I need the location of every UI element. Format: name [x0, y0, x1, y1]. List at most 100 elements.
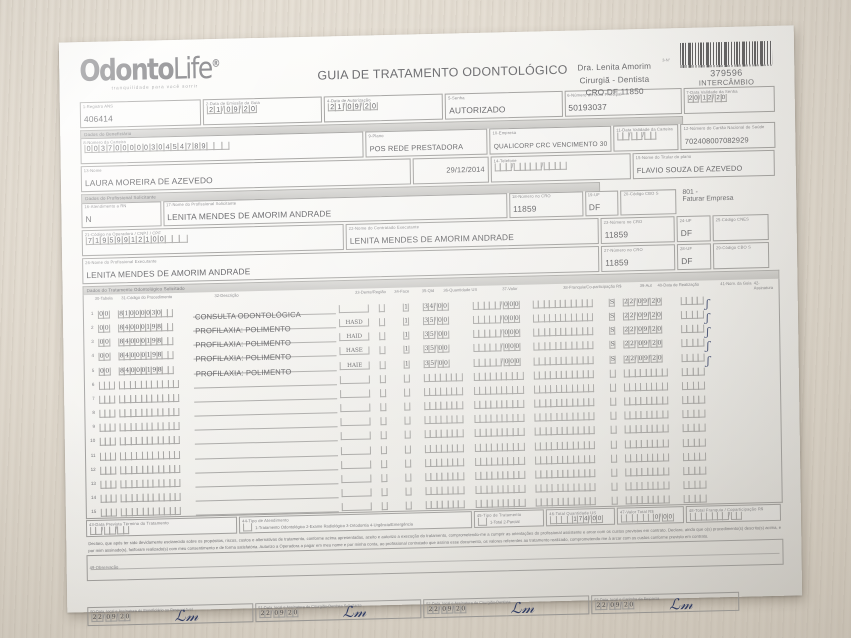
digit-cell[interactable] — [404, 402, 411, 411]
digit-cell[interactable] — [379, 332, 386, 341]
digit-cell[interactable] — [611, 468, 618, 477]
field-telefone[interactable]: 14-Telefone / / — [490, 153, 631, 183]
tipo-tratamento-box[interactable] — [477, 517, 488, 527]
signature-field[interactable]: 51-Data, local e Assinatura do Cirurgião… — [255, 599, 422, 623]
digit-cell[interactable] — [699, 466, 706, 475]
field-registro-ans[interactable]: 1-Registro ANS 406414 — [79, 99, 202, 128]
digit-cell[interactable] — [696, 296, 704, 305]
digit-cell[interactable] — [699, 480, 707, 489]
digit-cell[interactable] — [611, 497, 619, 506]
digit-cell[interactable]: 1 — [403, 359, 411, 369]
digit-cell[interactable] — [122, 526, 130, 535]
digit-cell[interactable] — [588, 426, 596, 435]
digit-cell[interactable] — [404, 416, 411, 425]
digit-cell[interactable] — [179, 234, 188, 244]
digit-cell[interactable] — [110, 466, 117, 475]
digit-cell[interactable] — [517, 414, 525, 423]
field-validade-carteira[interactable]: 11-Data Validade da Carteira / / — [613, 124, 679, 152]
digit-cell[interactable] — [661, 368, 668, 377]
digit-cell[interactable]: 0 — [460, 605, 467, 614]
digit-cell[interactable]: 0 — [103, 310, 110, 319]
digit-cell[interactable] — [697, 310, 704, 319]
dente-regiao[interactable] — [338, 431, 378, 442]
digit-cell[interactable] — [110, 494, 117, 503]
digit-cell[interactable] — [662, 439, 670, 448]
digit-cell[interactable] — [173, 422, 180, 431]
digit-cell[interactable] — [609, 383, 617, 392]
digit-cell[interactable] — [586, 298, 594, 308]
digit-cell[interactable] — [662, 453, 670, 462]
digit-cell[interactable]: S — [609, 326, 616, 335]
digit-cell[interactable] — [662, 410, 669, 419]
digit-cell[interactable]: 0 — [442, 316, 449, 325]
field-plano[interactable]: 9-Plano POS REDE PRESTADORA — [365, 128, 488, 158]
dente-regiao[interactable] — [337, 403, 377, 413]
digit-cell[interactable]: 0 — [292, 609, 299, 618]
digit-cell[interactable] — [174, 507, 182, 516]
digit-cell[interactable] — [405, 473, 412, 482]
field-uf-solicitante[interactable]: 19-UF DF — [584, 190, 619, 217]
field-total-franquia[interactable]: 48-Total Franquia / Coparticipação R$ / — [685, 504, 782, 524]
digit-cell[interactable] — [456, 372, 463, 382]
digit-cell[interactable]: 0 — [655, 297, 663, 306]
digit-cell[interactable] — [166, 337, 174, 346]
digit-cell[interactable] — [379, 374, 387, 383]
digit-cell[interactable] — [173, 436, 181, 445]
digit-cell[interactable] — [588, 398, 595, 407]
digit-cell[interactable]: 0 — [513, 300, 520, 309]
digit-cell[interactable] — [589, 483, 596, 492]
field-codigo-cbo-profissional[interactable]: 29-Código CBO S — [712, 242, 770, 270]
digit-cell[interactable] — [456, 387, 463, 396]
digit-cell[interactable] — [516, 371, 524, 380]
digit-cell[interactable] — [517, 442, 525, 451]
digit-cell[interactable] — [587, 369, 595, 378]
digit-cell[interactable] — [698, 409, 706, 418]
digit-cell[interactable] — [380, 431, 388, 440]
field-valor-total[interactable]: 47-Valor Total R$ 0/0 0 — [616, 506, 685, 525]
field-titular-plano[interactable]: 15-Nome do Titular do plano FLAVIO SOUZA… — [632, 150, 775, 180]
digit-cell[interactable] — [405, 459, 412, 468]
digit-cell[interactable] — [663, 481, 670, 490]
dente-regiao[interactable] — [339, 488, 379, 498]
digit-cell[interactable] — [110, 480, 117, 489]
dente-regiao[interactable] — [337, 417, 377, 428]
field-tipo-tratamento[interactable]: 45-Tipo de Tratamento 1-Total 2-Parcial — [473, 509, 545, 529]
digit-cell[interactable] — [589, 497, 597, 506]
digit-cell[interactable] — [109, 395, 116, 404]
dente-regiao[interactable] — [338, 474, 378, 484]
digit-cell[interactable]: 0 — [514, 357, 521, 366]
digit-cell[interactable] — [588, 440, 596, 449]
digit-cell[interactable]: S — [608, 298, 616, 307]
digit-cell[interactable] — [166, 308, 173, 317]
field-nome-contratado-executante[interactable]: 22-Nome do Contratado Executante LENITA … — [345, 218, 599, 251]
digit-cell[interactable]: 0 — [442, 344, 450, 354]
digit-cell[interactable]: 1 — [403, 331, 410, 340]
digit-cell[interactable]: 0 — [441, 302, 449, 311]
digit-cell[interactable] — [405, 501, 413, 511]
field-empresa[interactable]: 10-Empresa QUALICORP CRC VENCIMENTO 30 — [489, 126, 612, 155]
dente-regiao[interactable] — [336, 304, 376, 314]
field-cartao-nacional-saude[interactable]: 12-Número do Cartão Nacional de Saúde 70… — [680, 122, 776, 151]
field-numero-cro-executante[interactable]: 23-Número no CRO 11859 — [600, 216, 675, 245]
field-numero-cro-profissional[interactable]: 27-Número no CRO 11859 — [600, 244, 676, 272]
digit-cell[interactable] — [403, 374, 411, 383]
digit-cell[interactable]: S — [609, 355, 617, 364]
digit-cell[interactable] — [456, 401, 464, 410]
digit-cell[interactable] — [663, 495, 670, 504]
digit-cell[interactable]: 0 — [513, 329, 521, 338]
digit-cell[interactable]: 0 — [103, 338, 111, 347]
digit-cell[interactable] — [587, 355, 594, 364]
digit-cell[interactable] — [404, 388, 411, 397]
digit-cell[interactable] — [456, 415, 464, 424]
dente-regiao[interactable] — [337, 389, 377, 399]
digit-cell[interactable] — [109, 409, 116, 418]
digit-cell[interactable] — [611, 454, 618, 463]
digit-cell[interactable] — [174, 478, 181, 488]
digit-cell[interactable] — [457, 472, 465, 481]
digit-cell[interactable]: 0 — [248, 104, 258, 114]
digit-cell[interactable] — [518, 499, 526, 508]
digit-cell[interactable]: 0 — [655, 311, 663, 320]
digit-cell[interactable] — [650, 131, 657, 140]
digit-cell[interactable] — [559, 161, 567, 170]
